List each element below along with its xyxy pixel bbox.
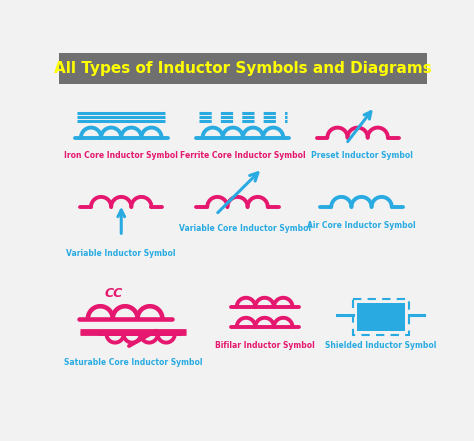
- Text: CC: CC: [104, 287, 123, 300]
- Text: All Types of Inductor Symbols and Diagrams: All Types of Inductor Symbols and Diagra…: [54, 61, 432, 76]
- Text: Variable Inductor Symbol: Variable Inductor Symbol: [66, 249, 176, 258]
- FancyBboxPatch shape: [357, 303, 405, 331]
- Text: Preset Inductor Symbol: Preset Inductor Symbol: [310, 151, 412, 161]
- Text: Iron Core Inductor Symbol: Iron Core Inductor Symbol: [64, 151, 178, 161]
- FancyBboxPatch shape: [59, 53, 427, 84]
- Text: Variable Core Inductor Symbol: Variable Core Inductor Symbol: [179, 224, 311, 233]
- Text: Saturable Core Inductor Symbol: Saturable Core Inductor Symbol: [64, 358, 202, 367]
- Text: Shielded Inductor Symbol: Shielded Inductor Symbol: [325, 341, 437, 350]
- Text: Ferrite Core Inductor Symbol: Ferrite Core Inductor Symbol: [180, 151, 306, 161]
- Text: Air Core Inductor Symbol: Air Core Inductor Symbol: [307, 221, 416, 230]
- Text: Bifilar Inductor Symbol: Bifilar Inductor Symbol: [215, 341, 315, 350]
